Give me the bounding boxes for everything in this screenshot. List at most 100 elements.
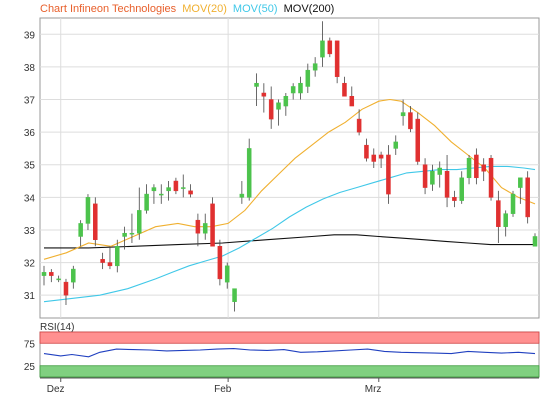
candle-body (217, 246, 223, 280)
candle-body (224, 265, 230, 283)
candle-body (188, 190, 193, 195)
candle-body (85, 197, 91, 224)
candle (276, 99, 281, 126)
candle (386, 145, 391, 204)
candle (261, 83, 267, 113)
candle-body (437, 167, 442, 175)
candle (107, 246, 113, 270)
title-ma200: MOV(200) (284, 3, 335, 15)
candle (173, 177, 179, 195)
candle (430, 164, 435, 191)
candle (49, 269, 54, 283)
candle (151, 184, 157, 204)
title-prefix: Chart Infineon Technologies (40, 3, 177, 15)
candle (474, 148, 479, 185)
candle (503, 210, 508, 237)
title-ma20: MOV(20) (182, 3, 227, 15)
candle (532, 233, 538, 247)
candle (481, 158, 486, 182)
candle-body (327, 40, 333, 55)
candle-body (180, 187, 186, 189)
candle-body (56, 278, 61, 281)
candle-body (386, 154, 391, 195)
candle (298, 76, 303, 100)
candle (85, 194, 91, 230)
candle (356, 109, 362, 136)
candle-body (356, 118, 362, 133)
candle (122, 226, 127, 250)
candle (137, 187, 142, 240)
candle (56, 275, 61, 283)
price-tick-label: 39 (24, 30, 36, 41)
candle (195, 213, 201, 247)
candle (305, 63, 311, 93)
candle-body (173, 180, 179, 192)
candle (71, 265, 76, 289)
price-tick-label: 36 (24, 128, 36, 139)
candle-body (474, 154, 479, 179)
candle-body (298, 82, 303, 94)
candle-body (525, 177, 530, 218)
candle-body (100, 259, 105, 263)
price-tick-label: 34 (24, 193, 36, 204)
candle-body (41, 272, 47, 276)
candle (400, 99, 406, 126)
candle-body (364, 144, 369, 159)
candle (93, 197, 98, 247)
candle (224, 262, 230, 289)
candle-body (378, 154, 384, 159)
candle-body (488, 157, 494, 198)
candle (510, 190, 516, 217)
candle-body (444, 171, 450, 198)
candle (202, 213, 208, 240)
candle-body (239, 193, 245, 198)
candle-body (261, 92, 267, 97)
candle-body (415, 118, 421, 162)
candle (378, 151, 384, 168)
candle-body (532, 236, 538, 247)
candle (408, 106, 413, 133)
x-tick-label: Feb (214, 384, 232, 395)
candle (232, 288, 237, 312)
candle-body (107, 262, 113, 267)
rsi-panel: 25 75 RSI(14) (24, 322, 540, 378)
svg-text:Chart Infineon Technologies: Chart Infineon Technologies MOV(20) MOV(… (40, 3, 334, 15)
candle (312, 57, 318, 77)
rsi-tick-label: 25 (24, 362, 36, 373)
candle (254, 73, 259, 107)
candle-body (93, 203, 98, 240)
candle (41, 265, 47, 286)
candle-body (342, 82, 347, 97)
price-panel: 31 32 33 34 35 36 37 38 39 (24, 17, 540, 319)
candle (166, 181, 171, 201)
x-axis: Dez Feb Mrz (40, 377, 539, 395)
candle-body (115, 246, 120, 267)
candle (518, 177, 523, 204)
candle-body (283, 96, 289, 107)
candle (246, 138, 252, 201)
candle-body (305, 69, 311, 87)
candle (115, 239, 120, 273)
candle (437, 161, 442, 188)
candle (334, 40, 340, 84)
candle-body (254, 82, 259, 87)
candle-body (312, 63, 318, 71)
candle-body (63, 281, 69, 296)
candle-body (452, 197, 457, 201)
candle (349, 86, 355, 107)
ma50-line (43, 165, 536, 303)
candle (327, 37, 333, 58)
candle-body (202, 223, 208, 234)
candle (217, 239, 223, 286)
candle (144, 184, 149, 214)
candle (129, 213, 135, 243)
candle (364, 138, 369, 162)
candle-body (144, 193, 149, 211)
candle-body (481, 164, 486, 172)
candle (100, 252, 105, 270)
candle (78, 220, 83, 247)
candle-body (349, 96, 355, 107)
candle-body (166, 187, 171, 192)
price-plot-frame (39, 17, 540, 319)
